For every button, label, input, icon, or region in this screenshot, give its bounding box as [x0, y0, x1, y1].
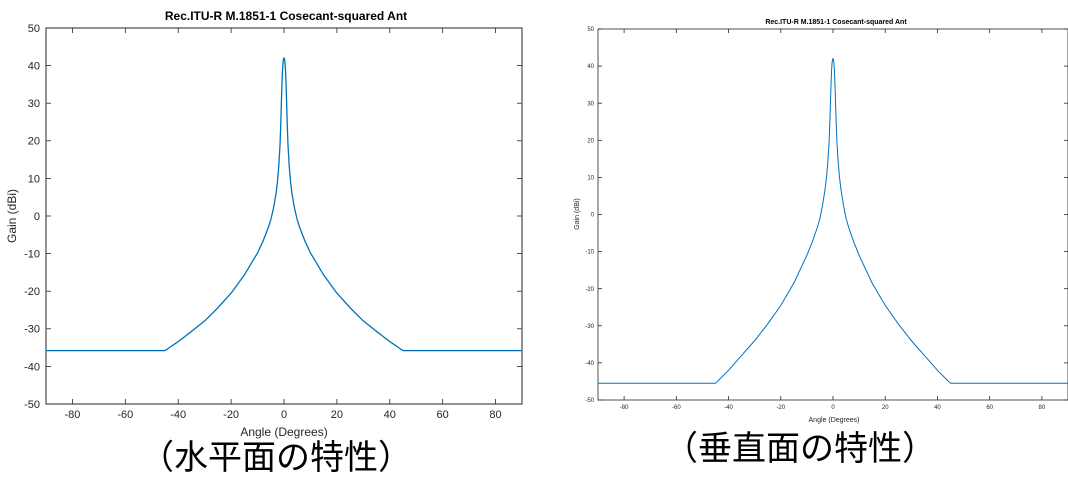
- chart-title: Rec.ITU-R M.1851-1 Cosecant-squared Ant: [165, 9, 407, 23]
- plot-frame: [597, 28, 1068, 401]
- y-tick-label: -50: [585, 398, 594, 404]
- x-tick-label: 20: [882, 405, 889, 411]
- tick-marks: [598, 28, 1068, 401]
- y-tick-label: 0: [591, 213, 595, 219]
- caption-horizontal: （水平面の特性）: [140, 438, 412, 478]
- y-tick-label: -20: [585, 287, 594, 293]
- y-tick-label: -50: [24, 399, 40, 411]
- y-tick-label: 50: [28, 23, 40, 35]
- y-tick-label: 40: [587, 64, 594, 70]
- x-tick-label: -80: [620, 405, 629, 411]
- y-tick-label: 30: [28, 98, 40, 110]
- y-tick-label: -20: [24, 286, 40, 298]
- x-axis-label: Angle (Degrees): [809, 417, 860, 424]
- y-tick-label: 20: [587, 138, 594, 144]
- caption-vertical: （垂直面の特性）: [664, 429, 936, 469]
- gain-curve: [46, 56, 522, 352]
- x-tick-labels: -80 -60 -40 -20 0 20 40 60 80: [620, 405, 1046, 411]
- chart-horizontal-pattern: Rec.ITU-R M.1851-1 Cosecant-squared Ant …: [5, 9, 523, 439]
- y-tick-label: -40: [24, 361, 40, 373]
- x-tick-label: 80: [1039, 405, 1046, 411]
- x-tick-label: 40: [384, 409, 396, 421]
- y-tick-label: 20: [28, 136, 40, 148]
- y-axis-label: Gain (dBi): [5, 189, 19, 243]
- y-tick-label: -10: [585, 250, 594, 256]
- y-tick-label: 0: [34, 211, 40, 223]
- plot-frame: [45, 27, 523, 405]
- chart-vertical-pattern: Rec.ITU-R M.1851-1 Cosecant-squared Ant …: [574, 19, 1068, 424]
- y-tick-label: 30: [587, 101, 594, 107]
- x-tick-label: -60: [117, 409, 133, 421]
- x-axis-label: Angle (Degrees): [240, 425, 327, 439]
- x-tick-label: -40: [724, 405, 733, 411]
- tick-marks: [46, 27, 522, 405]
- x-tick-label: -20: [776, 405, 785, 411]
- gain-curve: [598, 57, 1068, 384]
- x-tick-label: 0: [831, 405, 835, 411]
- y-tick-label: -30: [585, 324, 594, 330]
- x-tick-label: 20: [331, 409, 343, 421]
- x-tick-label: 60: [437, 409, 449, 421]
- x-tick-labels: -80 -60 -40 -20 0 20 40 60 80: [64, 409, 501, 421]
- y-tick-label: 40: [28, 60, 40, 72]
- y-tick-labels: -50 -40 -30 -20 -10 0 10 20 30 40 50: [585, 27, 594, 404]
- y-axis-label: Gain (dBi): [574, 198, 581, 230]
- x-tick-label: 40: [934, 405, 941, 411]
- y-tick-label: -40: [585, 361, 594, 367]
- y-tick-label: 10: [587, 176, 594, 182]
- x-tick-label: -80: [64, 409, 80, 421]
- chart-title: Rec.ITU-R M.1851-1 Cosecant-squared Ant: [765, 19, 907, 26]
- y-tick-label: -30: [24, 324, 40, 336]
- x-tick-label: 0: [281, 409, 287, 421]
- x-tick-label: -60: [672, 405, 681, 411]
- x-tick-label: 80: [489, 409, 501, 421]
- y-tick-label: 10: [28, 173, 40, 185]
- y-tick-label: 50: [587, 27, 594, 33]
- x-tick-label: 60: [986, 405, 993, 411]
- x-tick-label: -40: [170, 409, 186, 421]
- y-tick-label: -10: [24, 248, 40, 260]
- x-tick-label: -20: [223, 409, 239, 421]
- y-tick-labels: -50 -40 -30 -20 -10 0 10 20 30 40 50: [24, 23, 40, 411]
